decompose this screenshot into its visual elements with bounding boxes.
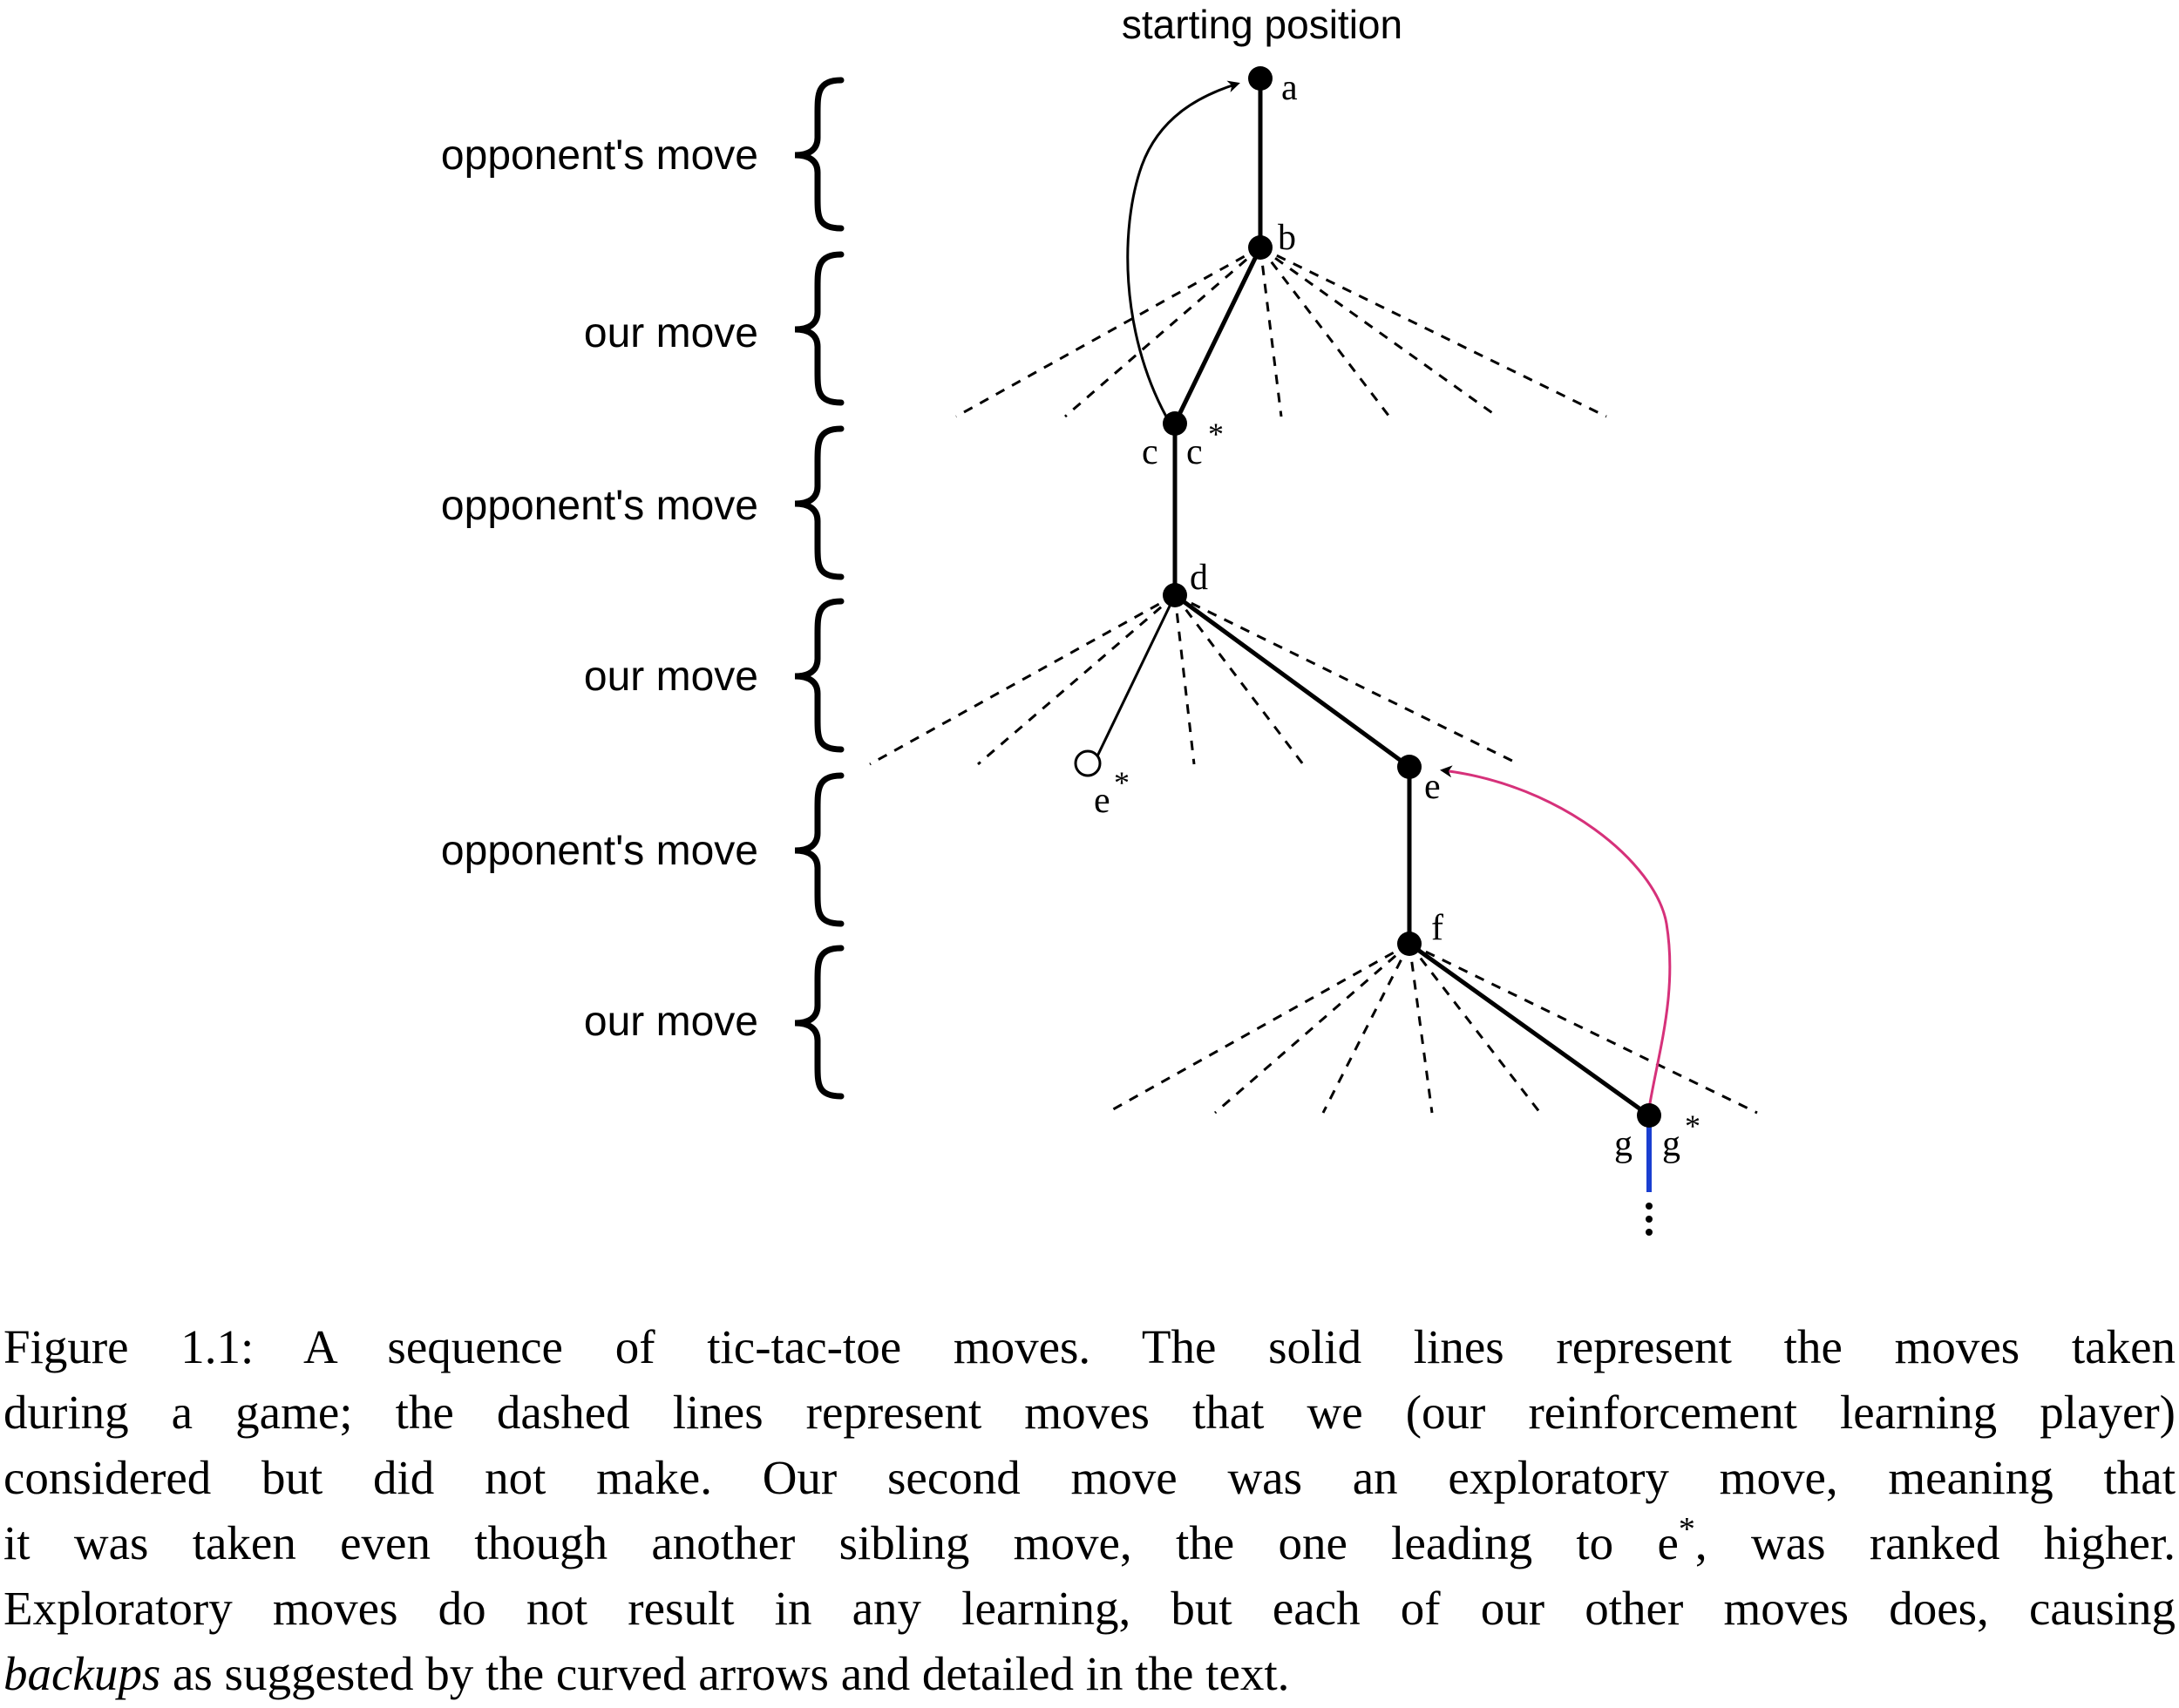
- node-label-g-left: g: [1614, 1124, 1633, 1164]
- curly-braces: [794, 77, 845, 1100]
- dashed-move-b-6: [1259, 246, 1607, 418]
- dashed-move-b-4: [1259, 247, 1391, 417]
- dashed-move-f-5: [1408, 943, 1542, 1114]
- continuation-ellipsis: [1646, 1203, 1653, 1236]
- node-label-g-star: *: [1685, 1108, 1700, 1143]
- caption-text: it was taken even though another sibling…: [3, 1516, 1679, 1569]
- brace-row-4: [794, 598, 845, 753]
- node-label-g-right: g: [1662, 1124, 1680, 1164]
- node-e-star: [1074, 749, 1102, 777]
- caption-line-5: Exploratory moves do not result in any l…: [3, 1576, 2176, 1641]
- caption-text: during a game; the dashed lines represen…: [3, 1386, 2176, 1439]
- caption-text: , was ranked higher.: [1694, 1516, 2176, 1569]
- node-d: [1163, 583, 1187, 607]
- caption-line-4: it was taken even though another sibling…: [3, 1510, 2176, 1576]
- dashed-move-b-3: [1259, 247, 1283, 417]
- dashed-move-d-1: [869, 593, 1176, 766]
- figure-caption: Figure 1.1: A sequence of tic-tac-toe mo…: [3, 1314, 2176, 1706]
- dashed-move-d-3: [1173, 594, 1196, 765]
- node-e: [1397, 755, 1422, 779]
- brace-row-5: [794, 772, 845, 927]
- caption-line-6: backups as suggested by the curved arrow…: [3, 1641, 2176, 1706]
- caption-text: *: [1678, 1511, 1695, 1548]
- dashed-move-b-1: [955, 246, 1261, 418]
- row-label-opponents-move-3: opponent's move: [441, 828, 758, 874]
- node-label-a: a: [1281, 68, 1298, 108]
- node-label-e-star: e: [1094, 781, 1110, 821]
- node-b: [1248, 235, 1273, 260]
- node-c: [1163, 411, 1187, 436]
- node-label-e: e: [1424, 767, 1441, 807]
- caption-text: backups: [3, 1647, 161, 1700]
- node-label-b: b: [1278, 218, 1296, 258]
- considered-moves-dashed: [869, 246, 1758, 1115]
- node-label-f: f: [1431, 908, 1443, 948]
- tree-nodes: [1074, 66, 1661, 1128]
- row-label-opponents-move-1: opponent's move: [441, 132, 758, 179]
- brace-row-2: [794, 251, 845, 406]
- edge-f-g: [1408, 941, 1651, 1118]
- dashed-move-f-6: [1409, 942, 1758, 1115]
- node-labels: a b c c * d e * e f g g *: [1094, 68, 1700, 1164]
- caption-line-2: during a game; the dashed lines represen…: [3, 1379, 2176, 1445]
- caption-text: considered but did not make. Our second …: [3, 1451, 2176, 1504]
- backup-arrow-c-to-a: [1126, 80, 1240, 417]
- dashed-move-b-5: [1259, 246, 1498, 418]
- node-label-c-star: *: [1208, 417, 1224, 451]
- dashed-move-f-3: [1321, 943, 1411, 1114]
- edge-b-c: [1172, 246, 1263, 425]
- starting-position-label: starting position: [1122, 2, 1402, 47]
- brace-row-3: [794, 425, 845, 580]
- row-label-our-move-3: our move: [584, 999, 758, 1045]
- node-label-c-right: c: [1186, 432, 1203, 472]
- edge-d-e: [1173, 593, 1411, 769]
- node-g: [1637, 1103, 1661, 1128]
- brace-row-6: [794, 945, 845, 1100]
- dashed-move-b-2: [1064, 246, 1261, 418]
- node-label-e-star-sup: *: [1114, 765, 1130, 800]
- caption-text: Figure 1.1: A sequence of tic-tac-toe mo…: [3, 1320, 2176, 1373]
- node-f: [1397, 932, 1422, 956]
- row-label-opponents-move-2: opponent's move: [441, 483, 758, 529]
- caption-text: Exploratory moves do not result in any l…: [3, 1582, 2176, 1635]
- edge-d-e-star: [1092, 594, 1177, 764]
- dashed-move-f-2: [1214, 942, 1410, 1115]
- dashed-move-d-4: [1173, 594, 1305, 765]
- brace-row-1: [794, 77, 845, 232]
- caption-line-3: considered but did not make. Our second …: [3, 1445, 2176, 1510]
- dashed-move-f-4: [1408, 943, 1434, 1114]
- caption-line-1: Figure 1.1: A sequence of tic-tac-toe mo…: [3, 1314, 2176, 1379]
- caption-text: as suggested by the curved arrows and de…: [160, 1647, 1290, 1700]
- row-labels: opponent's move our move opponent's move…: [441, 132, 758, 1045]
- row-label-our-move-1: our move: [584, 310, 758, 356]
- node-label-c-left: c: [1142, 432, 1158, 472]
- node-label-d: d: [1190, 558, 1208, 598]
- dashed-move-d-5: [1174, 593, 1520, 766]
- backup-arrow-g-to-e: [1440, 765, 1672, 1109]
- moves-taken-solid: [1172, 78, 1651, 1118]
- dashed-move-d-2: [977, 593, 1176, 766]
- node-a: [1248, 66, 1273, 91]
- row-label-our-move-2: our move: [584, 654, 758, 700]
- dashed-move-f-1: [1106, 942, 1410, 1115]
